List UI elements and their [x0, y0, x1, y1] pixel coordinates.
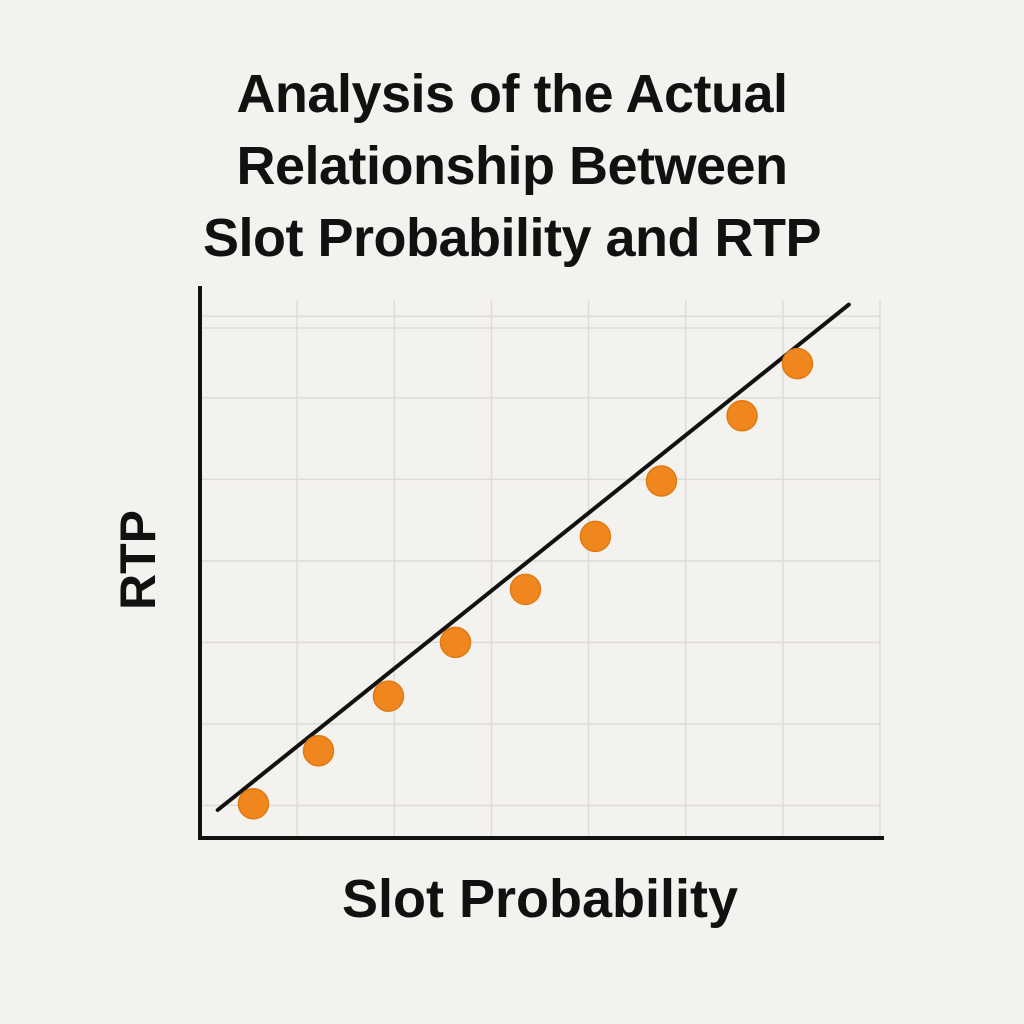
chart-title-line-3: Slot Probability and RTP [202, 208, 822, 268]
x-axis-label: Slot Probability [341, 869, 739, 929]
data-point [726, 400, 758, 432]
chart-title-line-2: Relationship Between [236, 136, 788, 196]
data-point [302, 735, 335, 767]
trend-line [215, 302, 851, 812]
data-point [372, 680, 405, 712]
data-point [579, 520, 612, 553]
chart-title-line-1: Analysis of the Actual [236, 64, 788, 124]
y-axis-label: RTP [110, 510, 166, 610]
data-point [439, 626, 472, 659]
data-point [645, 465, 678, 497]
data-point [509, 573, 542, 606]
data-point [237, 788, 270, 820]
data-point [781, 347, 814, 380]
chart-title: Analysis of the Actual Relationship Betw… [0, 58, 1024, 274]
